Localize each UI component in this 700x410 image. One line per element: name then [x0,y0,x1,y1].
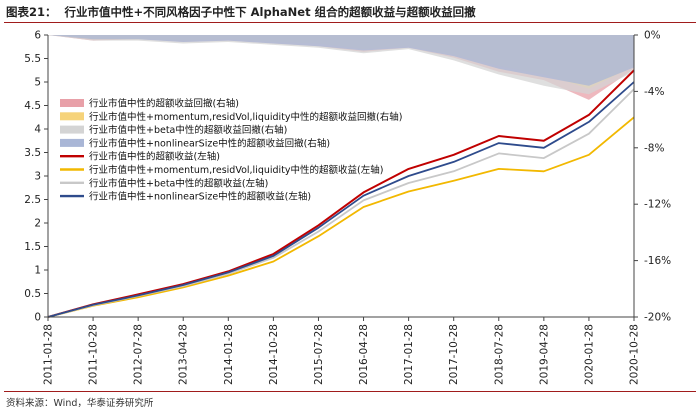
x-tick-label: 2012-07-28 [133,324,145,385]
legend-label: 行业市值中性+beta中性的超额收益(左轴) [89,177,268,189]
x-tick-label: 2011-01-28 [43,324,55,385]
x-tick-label: 2014-10-28 [268,324,280,385]
legend-swatch [60,138,84,147]
y-tick-label: 1 [34,265,41,277]
y-tick-label: 5.5 [24,53,41,65]
x-tick-label: 2014-01-28 [223,324,235,385]
x-tick-label: 2015-07-28 [313,324,325,385]
y-tick-label: 6 [34,30,41,42]
legend-label: 行业市值中性+beta中性的超额收益回撤(右轴) [89,124,287,136]
legend-label: 行业市值中性的超额收益回撤(右轴) [89,98,239,110]
y2-tick-label: -12% [644,199,671,211]
figure-title: 行业市值中性+不同风格因子中性下 AlphaNet 组合的超额收益与超额收益回撤 [64,5,476,19]
legend-label: 行业市值中性+nonlinearSize中性的超额收益回撤(右轴) [89,137,330,149]
legend-swatch [60,112,84,121]
y-tick-label: 5 [34,77,41,89]
x-tick-label: 2017-01-28 [403,324,415,385]
y-tick-label: 4 [34,124,41,136]
drawdown-area-4 [48,35,634,86]
x-tick-label: 2016-04-28 [358,324,370,385]
y2-tick-label: -16% [644,255,671,267]
x-tick-label: 2017-10-28 [448,324,460,385]
axes: 0 0.5 1 1.5 2 2.5 3 3.5 4 4.5 5 5.5 6 0% -4% -8% -12% -16… [24,30,671,386]
source-note: 资料来源：Wind，华泰证券研究所 [6,398,154,409]
drawdown-areas [48,35,634,100]
y2-tick-label: -4% [644,86,664,98]
legend-swatch [60,125,84,134]
y-tick-label: 1.5 [24,241,41,253]
top-rule [4,22,696,23]
y-tick-label: 3.5 [24,147,41,159]
bottom-rule [4,391,696,392]
excess-line-3 [47,88,635,318]
excess-return-lines [47,69,635,318]
x-tick-label: 2013-04-28 [178,324,190,385]
y2-tick-label: -20% [644,312,671,324]
chart-canvas: 0 0.5 1 1.5 2 2.5 3 3.5 4 4.5 5 5.5 6 0% -4% -8% -12% -16… [24,30,671,386]
excess-line-1 [47,69,635,318]
y-tick-label: 2 [34,218,41,230]
legend-label: 行业市值中性的超额收益(左轴) [89,151,220,163]
x-tick-label: 2018-07-28 [493,324,505,385]
legend-label: 行业市值中性+momentum,residVol,liquidity中性的超额收… [89,164,383,176]
y-tick-label: 4.5 [24,100,41,112]
legend-swatch [60,99,84,107]
y2-tick-label: -8% [644,142,664,154]
excess-line-4 [47,81,635,318]
y-tick-label: 0 [34,312,41,324]
x-tick-label: 2011-10-28 [88,324,100,385]
y-tick-label: 3 [34,171,41,183]
x-tick-label: 2020-10-28 [629,324,641,385]
excess-line-2 [47,116,635,318]
legend: 行业市值中性的超额收益回撤(右轴)行业市值中性+momentum,residVo… [60,98,402,203]
legend-label: 行业市值中性+momentum,residVol,liquidity中性的超额收… [89,111,402,123]
legend-label: 行业市值中性+nonlinearSize中性的超额收益(左轴) [89,191,311,203]
x-tick-label: 2020-01-28 [583,324,595,385]
x-tick-label: 2019-04-28 [538,324,550,385]
y-tick-label: 2.5 [24,194,41,206]
chart-title: 图表21： 行业市值中性+不同风格因子中性下 AlphaNet 组合的超额收益与超… [6,4,476,20]
y2-tick-label: 0% [644,30,661,42]
y-tick-label: 0.5 [24,288,41,300]
figure-label: 图表21： [6,5,57,19]
